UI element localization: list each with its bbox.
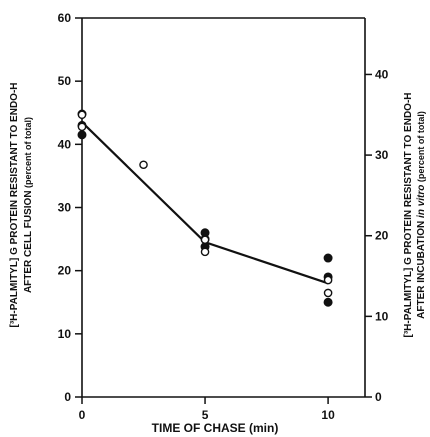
- cell-fusion-point: [323, 253, 333, 263]
- left-y-tick-label: 0: [64, 390, 71, 404]
- right-y-tick-label: 30: [375, 148, 389, 162]
- x-axis-label: TIME OF CHASE (min): [152, 421, 279, 435]
- left-y-tick-label: 30: [58, 201, 72, 215]
- right-y-tick-label: 10: [375, 309, 389, 323]
- left-y-tick-label: 60: [58, 11, 72, 25]
- right-y-axis-label-unit: (percent of total): [416, 111, 426, 185]
- x-tick-label: 0: [79, 408, 86, 422]
- right-y-tick-label: 0: [375, 390, 382, 404]
- left-y-tick-label: 40: [58, 137, 72, 151]
- left-y-axis-label-main: AFTER CELL FUSION: [23, 190, 34, 293]
- right-y-axis-label-italic: in vitro: [416, 185, 427, 218]
- left-y-tick-label: 10: [58, 327, 72, 341]
- left-y-axis-label-unit: (percent of total): [23, 117, 33, 191]
- trend-line: [81, 121, 329, 285]
- marks: [77, 109, 333, 307]
- in-vitro-point: [200, 235, 210, 245]
- left-y-tick-label: 50: [58, 74, 72, 88]
- in-vitro-point: [200, 247, 210, 257]
- in-vitro-point: [139, 160, 148, 170]
- x-tick-label: 10: [321, 408, 335, 422]
- ticks: 0 10 20 30 40 50 60 0 10 20 30 40 0 5 10: [58, 11, 389, 422]
- left-y-axis-label-line1: [³H-PALMITYL] G PROTEIN RESISTANT TO END…: [9, 83, 20, 328]
- right-y-tick-label: 40: [375, 67, 389, 81]
- cell-fusion-point: [323, 297, 333, 307]
- axes: [81, 17, 366, 398]
- right-y-axis-label-main: AFTER INCUBATION: [416, 218, 427, 319]
- in-vitro-point: [77, 122, 87, 132]
- right-y-axis-label-line1: [³H-PALMITYL] G PROTEIN RESISTANT TO END…: [403, 93, 414, 338]
- right-y-tick-label: 20: [375, 229, 389, 243]
- cell-fusion-point: [77, 130, 87, 140]
- right-y-axis-label-line2: AFTER INCUBATION in vitro (percent of to…: [416, 111, 427, 319]
- in-vitro-point: [323, 275, 333, 285]
- left-y-axis-label-line2: AFTER CELL FUSION (percent of total): [23, 117, 34, 293]
- in-vitro-point: [323, 288, 333, 298]
- x-tick-label: 5: [202, 408, 209, 422]
- in-vitro-point: [77, 110, 87, 120]
- left-y-tick-label: 20: [58, 264, 72, 278]
